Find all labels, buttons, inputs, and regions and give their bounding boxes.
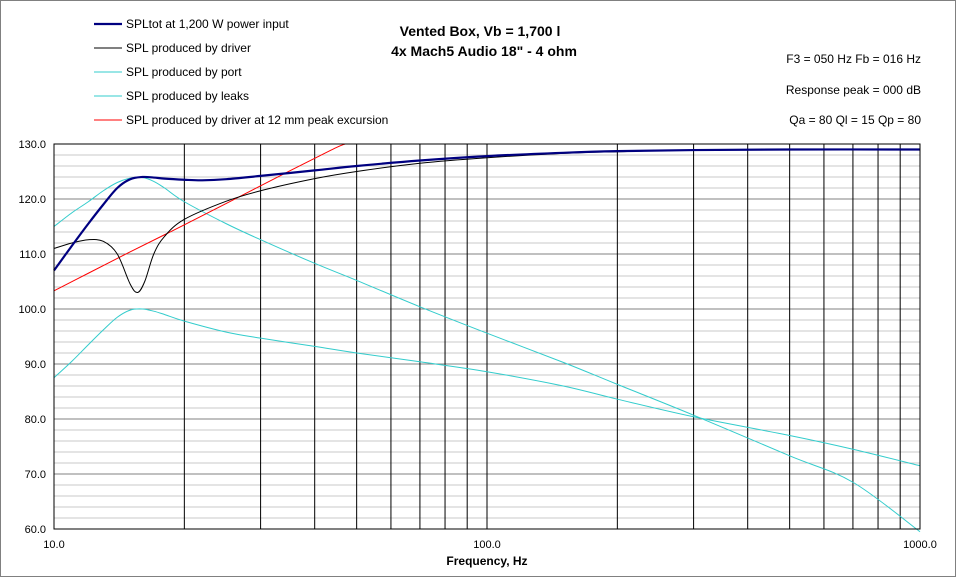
series-line-2 [53, 176, 921, 533]
series-line-3 [53, 308, 921, 467]
legend: SPLtot at 1,200 W power input SPL produc… [94, 17, 388, 127]
chart-title: Vented Box, Vb = 1,700 l [400, 23, 561, 39]
x-tick-label: 1000.0 [903, 539, 937, 551]
chart-subtitle: 4x Mach5 Audio 18" - 4 ohm [391, 43, 577, 59]
grid-vertical [183, 144, 901, 529]
x-axis-title: Frequency, Hz [446, 554, 527, 568]
x-tick-label: 100.0 [473, 539, 501, 551]
y-tick-label: 110.0 [19, 249, 46, 261]
y-tick-label: 130.0 [18, 139, 46, 151]
legend-label-spltot: SPLtot at 1,200 W power input [126, 17, 289, 31]
y-tick-label: 70.0 [25, 469, 46, 481]
y-tick-label: 60.0 [25, 524, 46, 536]
y-tick-label: 90.0 [25, 359, 46, 371]
series-layer [53, 143, 921, 533]
y-tick-label: 100.0 [18, 304, 46, 316]
legend-label-leaks: SPL produced by leaks [126, 89, 249, 103]
y-tick-label: 120.0 [18, 194, 46, 206]
info-f3-fb: F3 = 050 Hz Fb = 016 Hz [786, 52, 921, 66]
series-line-0 [53, 148, 921, 272]
plot-border [53, 143, 921, 530]
x-axis-ticks: 10.0 100.0 1000.0 [43, 539, 937, 551]
info-q-values: Qa = 80 Ql = 15 Qp = 80 [789, 113, 921, 127]
legend-label-excursion: SPL produced by driver at 12 mm peak exc… [126, 113, 388, 127]
legend-label-port: SPL produced by port [126, 65, 242, 79]
y-axis-ticks: 60.0 70.0 80.0 90.0 100.0 110.0 120.0 130.0 [18, 139, 46, 536]
x-tick-label: 10.0 [43, 539, 64, 551]
info-response-peak: Response peak = 000 dB [786, 83, 921, 97]
legend-label-driver: SPL produced by driver [126, 41, 251, 55]
series-line-4 [53, 143, 346, 292]
y-tick-label: 80.0 [25, 414, 46, 426]
